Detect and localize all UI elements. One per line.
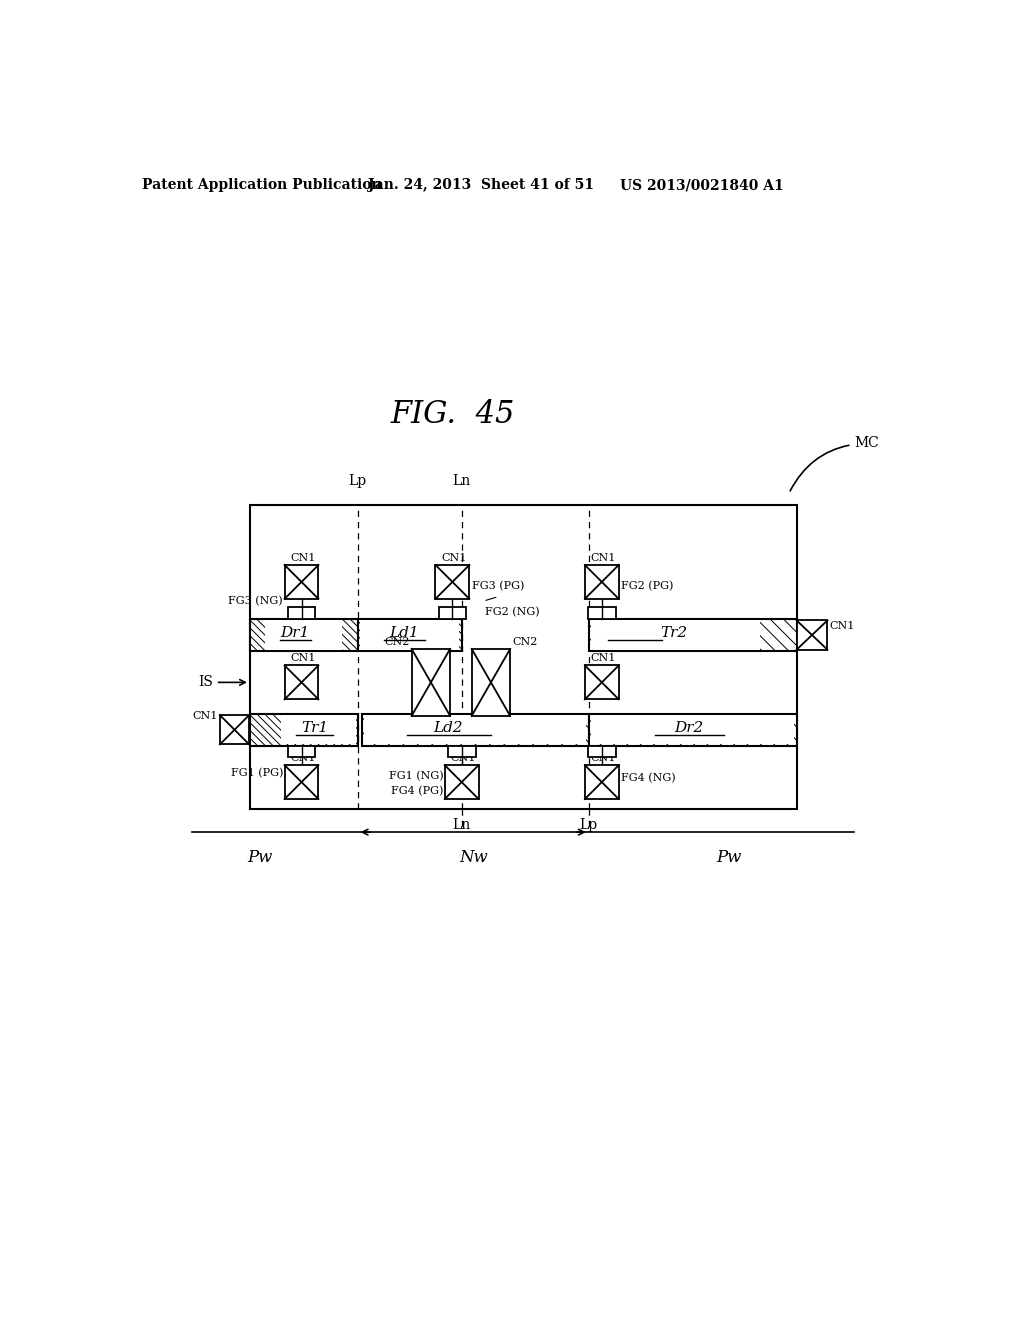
Text: Patent Application Publication: Patent Application Publication bbox=[141, 178, 381, 193]
Bar bbox=[250, 506, 797, 809]
Bar bbox=[447, 746, 475, 758]
Text: Pw: Pw bbox=[247, 849, 272, 866]
Text: IS: IS bbox=[198, 676, 246, 689]
Text: CN1: CN1 bbox=[451, 752, 476, 763]
Text: CN2: CN2 bbox=[384, 636, 410, 647]
Bar bbox=[585, 665, 618, 700]
Text: MC: MC bbox=[791, 437, 880, 491]
Text: Ld1: Ld1 bbox=[390, 627, 419, 640]
Text: CN1: CN1 bbox=[591, 752, 616, 763]
Bar bbox=[285, 665, 318, 700]
Bar bbox=[589, 714, 797, 746]
Bar bbox=[285, 766, 318, 799]
Bar bbox=[361, 714, 589, 746]
Text: CN1: CN1 bbox=[291, 752, 315, 763]
Text: Ln: Ln bbox=[453, 818, 471, 833]
Text: Tr2: Tr2 bbox=[660, 627, 687, 640]
Bar bbox=[588, 607, 615, 619]
Bar bbox=[250, 619, 357, 651]
Text: FG2 (NG): FG2 (NG) bbox=[484, 607, 540, 616]
Bar bbox=[797, 620, 827, 649]
Bar bbox=[285, 565, 318, 599]
Text: Lp: Lp bbox=[580, 818, 598, 833]
Bar bbox=[591, 620, 761, 649]
Text: FG3 (NG): FG3 (NG) bbox=[228, 595, 283, 606]
Bar bbox=[288, 746, 315, 758]
Text: Tr1: Tr1 bbox=[301, 721, 328, 735]
Text: Dr1: Dr1 bbox=[281, 627, 310, 640]
Bar bbox=[288, 607, 315, 619]
Text: Nw: Nw bbox=[459, 849, 487, 866]
Text: Ln: Ln bbox=[453, 474, 471, 488]
Bar bbox=[250, 714, 357, 746]
Bar bbox=[435, 565, 469, 599]
Bar bbox=[364, 715, 587, 744]
Text: CN1: CN1 bbox=[829, 620, 854, 631]
Bar bbox=[589, 619, 797, 651]
Text: CN1: CN1 bbox=[591, 553, 616, 562]
Text: FG4 (PG): FG4 (PG) bbox=[391, 785, 443, 796]
Text: FG1 (PG): FG1 (PG) bbox=[230, 768, 283, 777]
Bar bbox=[588, 746, 615, 758]
Text: Dr1: Dr1 bbox=[281, 627, 310, 640]
Text: CN1: CN1 bbox=[441, 553, 467, 562]
Text: FG1 (NG): FG1 (NG) bbox=[388, 771, 443, 781]
Text: CN1: CN1 bbox=[291, 553, 315, 562]
Text: FIG.  45: FIG. 45 bbox=[390, 400, 515, 430]
Bar bbox=[357, 619, 462, 651]
Bar bbox=[281, 715, 356, 744]
Text: FG2 (PG): FG2 (PG) bbox=[621, 581, 674, 591]
Text: Dr2: Dr2 bbox=[674, 721, 703, 735]
Bar bbox=[585, 766, 618, 799]
Bar bbox=[438, 607, 466, 619]
Bar bbox=[472, 649, 510, 715]
Text: CN1: CN1 bbox=[193, 711, 217, 721]
Text: US 2013/0021840 A1: US 2013/0021840 A1 bbox=[620, 178, 783, 193]
Bar bbox=[444, 766, 478, 799]
Text: FG4 (NG): FG4 (NG) bbox=[621, 774, 676, 783]
Text: CN2: CN2 bbox=[512, 636, 538, 647]
Bar bbox=[591, 715, 795, 744]
Text: CN1: CN1 bbox=[291, 653, 315, 663]
Bar bbox=[265, 620, 342, 649]
Bar bbox=[220, 715, 249, 744]
Text: Jan. 24, 2013  Sheet 41 of 51: Jan. 24, 2013 Sheet 41 of 51 bbox=[368, 178, 594, 193]
Text: Ld2: Ld2 bbox=[433, 721, 463, 735]
Text: Pw: Pw bbox=[717, 849, 742, 866]
Text: Lp: Lp bbox=[348, 474, 367, 488]
Bar bbox=[412, 649, 451, 715]
Text: FG3 (PG): FG3 (PG) bbox=[472, 581, 524, 591]
Bar bbox=[585, 565, 618, 599]
Text: CN1: CN1 bbox=[591, 653, 616, 663]
Bar bbox=[360, 620, 460, 649]
